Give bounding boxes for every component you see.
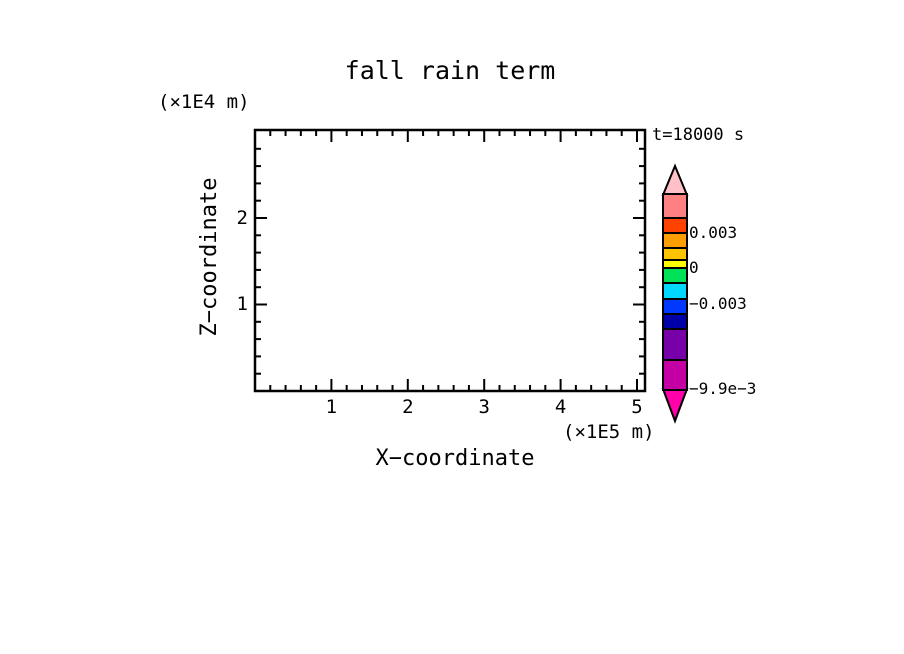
colorbar-label: 0 (689, 258, 699, 277)
colorbar-segment (662, 328, 688, 361)
x-axis-unit: (×1E5 m) (563, 421, 655, 443)
colorbar-label: −9.9e−3 (689, 379, 757, 398)
colorbar-segment (662, 217, 688, 234)
x-tick-label: 3 (478, 396, 490, 418)
colorbar-segment (662, 282, 688, 300)
colorbar-segment (662, 193, 688, 219)
colorbar-arrow-down (661, 388, 689, 424)
x-tick-label: 4 (554, 396, 567, 418)
x-tick-label: 5 (631, 396, 643, 418)
colorbar-segment (662, 359, 688, 391)
colorbar-segment (662, 298, 688, 315)
plot-title: fall rain term (344, 56, 556, 85)
colorbar-label: −0.003 (689, 294, 747, 313)
plot-frame (253, 128, 647, 393)
colorbar-segment (662, 259, 688, 269)
x-tick-label: 2 (402, 396, 414, 418)
colorbar-segment (662, 267, 688, 284)
z-tick-label: 1 (236, 293, 248, 315)
z-axis-unit: (×1E4 m) (158, 91, 250, 113)
time-label: t=18000 s (652, 125, 745, 145)
colorbar-label: 0.003 (689, 223, 738, 242)
colorbar-arrow-up (661, 163, 689, 196)
z-tick-label: 2 (236, 206, 248, 229)
x-tick-label: 1 (325, 396, 338, 418)
colorbar-segment (662, 247, 688, 261)
colorbar-segment (662, 232, 688, 249)
colorbar-segment (662, 313, 688, 330)
x-axis-label: X−coordinate (375, 446, 535, 471)
